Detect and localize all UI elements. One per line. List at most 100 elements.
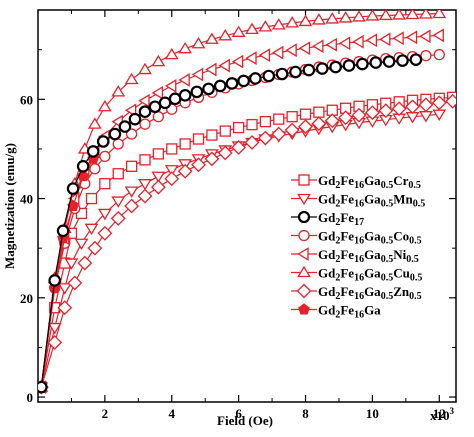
data-point-cu [325, 12, 340, 24]
data-point-co [152, 111, 165, 123]
legend-label-cu: Gd2Fe16Ga0.5Cu0.5 [318, 266, 422, 284]
data-point-cu [298, 14, 313, 27]
data-point-cr [259, 115, 272, 128]
data-point-ni [218, 58, 230, 73]
data-point-cu [218, 29, 233, 41]
legend-marker-gd2fe17 [297, 210, 311, 224]
data-point-gd2fe17 [249, 72, 262, 85]
data-point-gd2fe17 [289, 65, 302, 79]
data-point-gd2fe17 [396, 54, 409, 67]
data-point-zn [97, 225, 113, 241]
data-point-gd2fe17 [342, 59, 356, 72]
data-point-co [112, 138, 124, 150]
data-point-zn [204, 151, 220, 167]
data-point-mn [97, 208, 112, 221]
x-tick-label: 12 [433, 406, 446, 421]
data-point-cu [231, 25, 246, 37]
data-point-gd2fe17 [190, 85, 204, 99]
data-point-zn [257, 130, 273, 146]
data-point-zn [77, 255, 93, 271]
data-point-gd2fe17 [108, 127, 122, 141]
data-point-mn [57, 283, 72, 295]
data-point-ni [312, 39, 324, 54]
data-point-gd2fe17 [118, 120, 132, 133]
legend-item-mn: Gd2Fe16Ga0.5Mn0.5 [291, 192, 425, 210]
data-point-cu [178, 41, 193, 54]
data-point-cu [271, 18, 286, 30]
data-point-cr [219, 125, 231, 137]
data-point-gd2fe17 [178, 89, 192, 102]
data-point-cr [299, 108, 312, 120]
data-point-cu [191, 36, 206, 49]
data-point-gd2fe17 [237, 74, 250, 88]
data-point-cu [245, 22, 259, 35]
series-zn [38, 93, 456, 395]
y-tick-label: 60 [20, 92, 33, 107]
data-point-zn [217, 145, 233, 161]
data-point-cr [99, 178, 111, 190]
data-point-mn [64, 258, 79, 270]
data-point-zn [150, 179, 166, 195]
legend-marker-co [298, 229, 310, 242]
data-point-cu [405, 10, 420, 20]
data-point-gd2fe17 [213, 79, 227, 93]
legend-item-cr: Gd2Fe16Ga0.5Cr0.5 [291, 173, 421, 191]
data-point-gd2fe17 [38, 380, 48, 394]
data-point-cu [352, 10, 366, 22]
data-point-co [89, 163, 101, 175]
data-point-gd2fe17 [302, 63, 316, 77]
data-point-zn [137, 188, 153, 204]
data-point-cu [164, 47, 179, 60]
data-point-zn [110, 210, 126, 226]
legend-item-cu: Gd2Fe16Ga0.5Cu0.5 [291, 266, 422, 284]
legend-marker-cu [297, 265, 311, 278]
data-point-ni [298, 41, 311, 56]
legend-item-ni: Gd2Fe16Ga0.5Ni0.5 [291, 247, 419, 265]
data-point-gd2fe17 [158, 96, 172, 110]
data-point-ni [151, 85, 164, 100]
data-point-mn [124, 186, 139, 198]
data-point-mn [84, 223, 99, 236]
data-point-ni [138, 93, 150, 108]
legend-marker-cr [298, 174, 310, 186]
legend-marker-ga [298, 303, 310, 315]
data-point-ni [405, 30, 418, 45]
data-point-cu [311, 13, 326, 25]
data-point-co [433, 49, 445, 61]
legend-label-cr: Gd2Fe16Ga0.5Cr0.5 [318, 173, 421, 191]
data-point-zn [124, 198, 140, 214]
data-point-cr [286, 111, 298, 123]
legend-label-gd2fe17: Gd2Fe17 [318, 210, 364, 228]
data-point-co [139, 118, 151, 130]
data-point-gd2fe17 [356, 57, 369, 71]
data-point-gd2fe17 [315, 62, 329, 75]
data-point-co [420, 50, 432, 62]
data-point-zn [244, 135, 260, 150]
data-point-mn [164, 165, 179, 177]
data-point-cr [152, 148, 165, 160]
data-point-cu [138, 62, 152, 75]
data-point-cu [258, 20, 273, 32]
data-point-ni [419, 29, 431, 44]
legend-label-ga: Gd2Fe16Ga [318, 303, 381, 321]
data-point-zn [164, 171, 180, 187]
data-point-gd2fe17 [382, 55, 396, 68]
data-point-gd2fe17 [275, 67, 289, 81]
data-point-cu [111, 85, 126, 97]
data-point-gd2fe17 [66, 182, 80, 195]
data-point-zn [67, 275, 83, 291]
data-point-zn [311, 116, 327, 132]
data-point-zn [338, 110, 354, 126]
data-point-ni [392, 31, 404, 46]
data-point-cu [87, 117, 102, 129]
data-point-mn [74, 238, 89, 250]
x-axis-multiplier: x103 [430, 406, 455, 423]
data-point-zn [87, 240, 103, 256]
data-point-cr [166, 143, 178, 155]
data-point-cu [97, 100, 112, 112]
legend-marker-zn [296, 283, 312, 299]
legend-item-gd2fe17: Gd2Fe17 [291, 210, 364, 228]
data-point-cr [192, 133, 205, 145]
data-point-zn [298, 119, 313, 135]
